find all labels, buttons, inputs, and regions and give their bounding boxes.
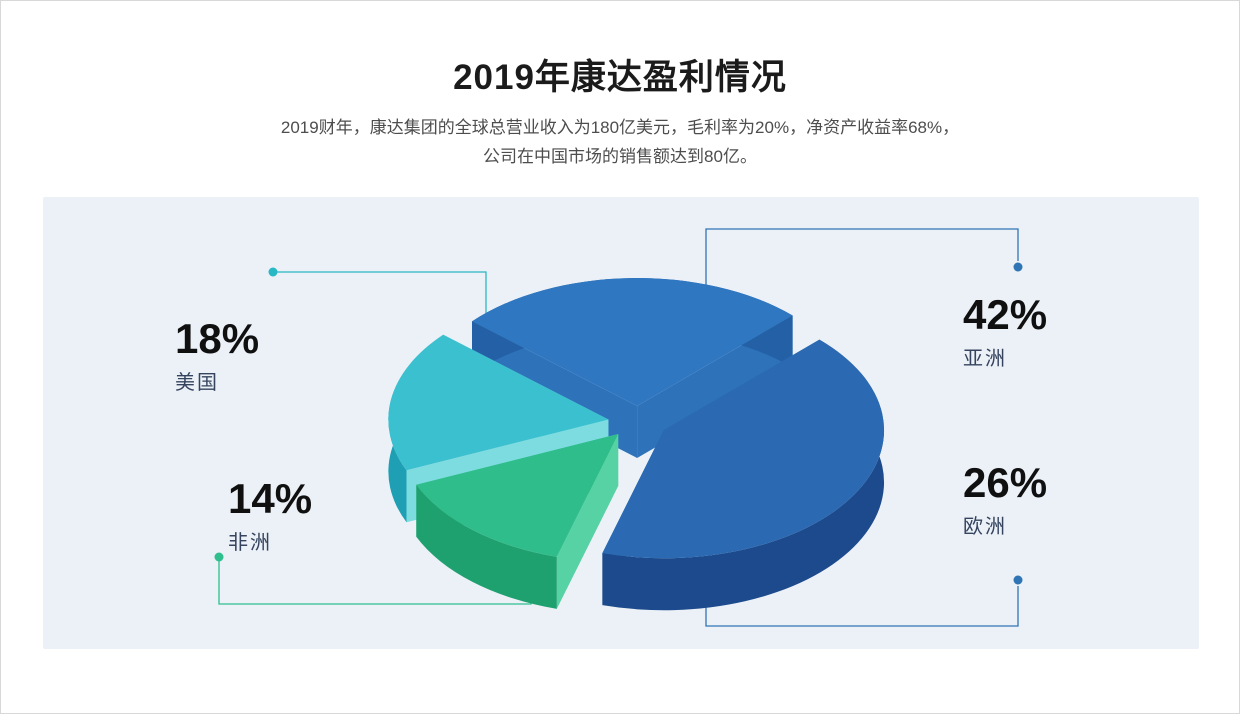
- percent-africa: 14%: [228, 475, 313, 522]
- slide-subtitle: 2019财年，康达集团的全球总营业收入为180亿美元，毛利率为20%，净资产收益…: [1, 113, 1239, 171]
- slide-title: 2019年康达盈利情况: [453, 58, 787, 97]
- callout-label-usa: 18% 美国: [175, 315, 260, 395]
- region-usa: 美国: [175, 372, 219, 395]
- callout-line-europe: [705, 586, 1019, 627]
- callout-europe: [705, 575, 1023, 627]
- slide-subtitle-line2: 公司在中国市场的销售额达到80亿。: [483, 147, 757, 166]
- slide-subtitle-line1: 2019财年，康达集团的全球总营业收入为180亿美元，毛利率为20%，净资产收益…: [280, 118, 960, 137]
- percent-usa: 18%: [175, 315, 260, 362]
- percent-asia: 42%: [963, 291, 1048, 338]
- chart-panel: 42% 亚洲 26% 欧洲 18% 美国 14% 非洲: [43, 197, 1199, 649]
- callout-label-europe: 26% 欧洲: [963, 459, 1048, 539]
- callout-dot-africa: [214, 552, 224, 562]
- callout-dot-usa: [268, 267, 278, 277]
- callout-dot-europe: [1013, 575, 1023, 585]
- pie-chart-canvas: [214, 228, 1023, 627]
- region-asia: 亚洲: [963, 348, 1007, 371]
- callout-usa: [268, 267, 487, 337]
- percent-europe: 26%: [963, 459, 1048, 506]
- callout-dot-asia: [1013, 262, 1023, 272]
- callout-label-asia: 42% 亚洲: [963, 291, 1048, 371]
- pie-3d-chart: [388, 278, 885, 611]
- callout-asia: [705, 228, 1023, 297]
- region-europe: 欧洲: [963, 516, 1007, 539]
- callout-line-usa: [273, 271, 487, 337]
- callout-line-asia: [705, 228, 1019, 297]
- callout-label-africa: 14% 非洲: [228, 475, 313, 555]
- region-africa: 非洲: [228, 532, 272, 555]
